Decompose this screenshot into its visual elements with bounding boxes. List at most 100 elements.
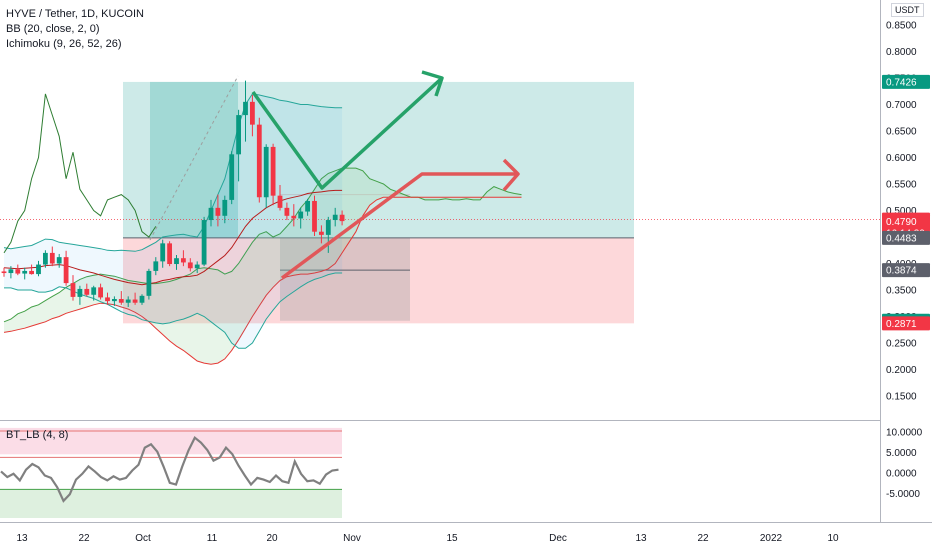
price-tag [882, 74, 930, 89]
osc-tick-label: -5.0000 [886, 489, 920, 500]
time-tick-label: 13 [635, 533, 647, 544]
candle-body [181, 258, 186, 263]
candle-body [243, 101, 248, 116]
candle-body [256, 124, 262, 198]
red-projection-arrow [280, 172, 518, 280]
price-tick-label: 0.1500 [886, 392, 917, 403]
candle-body [270, 146, 276, 196]
candles [1, 80, 345, 307]
senkou-span-b [3, 196, 522, 365]
trend-dashed-line [149, 75, 239, 241]
price-tick-label: 0.8500 [886, 21, 917, 32]
price-tick-label: 0.8000 [886, 47, 917, 58]
osc-line [0, 435, 339, 503]
time-tick-label: 22 [78, 533, 90, 544]
legend-ichimoku[interactable]: Ichimoku (9, 26, 52, 26) [6, 38, 122, 50]
time-axis[interactable]: 13 22 Oct 11 20 Nov 15 Dec 13 22 2022 10 [16, 523, 932, 550]
time-tick-label: Oct [135, 533, 151, 544]
candle-body [291, 215, 297, 219]
time-tick-label: 15 [446, 533, 458, 544]
green-arrow-head [421, 70, 444, 97]
candle-body [339, 214, 345, 222]
candle-body [319, 231, 324, 235]
candle-body [1, 271, 7, 274]
candle-body [153, 261, 159, 271]
time-tick-label: 13 [16, 533, 28, 544]
price-tick-label: 0.5000 [886, 206, 917, 217]
candle-body [139, 295, 145, 303]
candle-body [36, 264, 41, 275]
candle-body [222, 199, 228, 216]
osc-oversold-zone [0, 489, 342, 518]
candle-body [43, 252, 48, 265]
candle-body [229, 154, 235, 200]
long-position-loss-zone [123, 237, 634, 324]
candle-body [208, 207, 214, 221]
candle-body [284, 207, 290, 216]
legend-bb[interactable]: BB (20, close, 2, 0) [6, 23, 100, 35]
time-tick-label: 22 [697, 533, 709, 544]
bb-lower-line [4, 272, 343, 349]
candle-body [112, 299, 117, 302]
price-tick-label: 0.6500 [886, 127, 917, 138]
bb-basis-line [3, 189, 343, 286]
grid [0, 0, 932, 523]
candle-body [91, 287, 97, 295]
price-tick-label: 0.2500 [886, 339, 917, 350]
candle-body [215, 207, 221, 216]
time-tick-label: 10 [827, 533, 839, 544]
ichimoku-lagging-span [3, 93, 157, 254]
time-tick-label: Nov [343, 533, 361, 544]
candle-body [49, 252, 55, 264]
candle-body [146, 270, 152, 296]
candle-body [105, 297, 110, 302]
osc-overbought-zone [0, 427, 342, 455]
time-tick-label: 20 [266, 533, 278, 544]
axis-corner [881, 523, 932, 550]
candle-body [194, 264, 200, 269]
candle-body [201, 220, 207, 265]
candle-body [250, 101, 255, 125]
osc-tick-label: 0.0000 [886, 469, 917, 480]
position-zones [0, 81, 880, 324]
candle-body [8, 269, 14, 274]
cloud-fill [4, 168, 522, 365]
candle-body [77, 288, 83, 297]
price-tag [882, 263, 930, 278]
bb-upper-line [3, 93, 343, 252]
candle-body [332, 214, 338, 221]
price-tick-label: 0.3500 [886, 286, 917, 297]
candle-body [174, 258, 179, 265]
legend-symbol[interactable]: HYVE / Tether, 1D, KUCOIN [6, 8, 144, 20]
time-tick-label: 2022 [760, 533, 783, 544]
price-tag-label: 0.4790 [886, 217, 917, 228]
price-tag-label: 0.2871 [886, 319, 917, 330]
osc-tick-label: 5.0000 [886, 448, 917, 459]
price-axis[interactable]: 0.85000.80000.75000.70000.65000.60000.55… [881, 0, 932, 522]
candle-body [56, 257, 62, 264]
red-arrow-head [502, 158, 520, 192]
price-tick-label: 0.2000 [886, 365, 917, 376]
price-tag [882, 316, 930, 331]
price-tag-label: 0.3874 [886, 266, 917, 277]
time-tick-label: 11 [207, 533, 218, 544]
legend-oscillator[interactable]: BT_LB (4, 8) [6, 429, 69, 441]
candle-body [187, 262, 193, 269]
price-tick-label: 0.5500 [886, 180, 917, 191]
price-tag-label: 0.4483 [886, 233, 917, 244]
candle-body [29, 270, 34, 275]
candle-body [98, 287, 103, 298]
candle-body [325, 220, 331, 235]
candle-body [70, 283, 76, 297]
currency-label[interactable]: USDT [891, 3, 924, 17]
candle-body [22, 270, 28, 274]
candle-body [305, 200, 310, 212]
candle-body [298, 211, 304, 219]
price-tick-label: 0.6000 [886, 153, 917, 164]
candle-body [277, 195, 283, 208]
candle-body [167, 243, 172, 265]
lagging-span-line [3, 93, 157, 254]
candle-body [236, 115, 241, 155]
candle-body [15, 269, 21, 274]
